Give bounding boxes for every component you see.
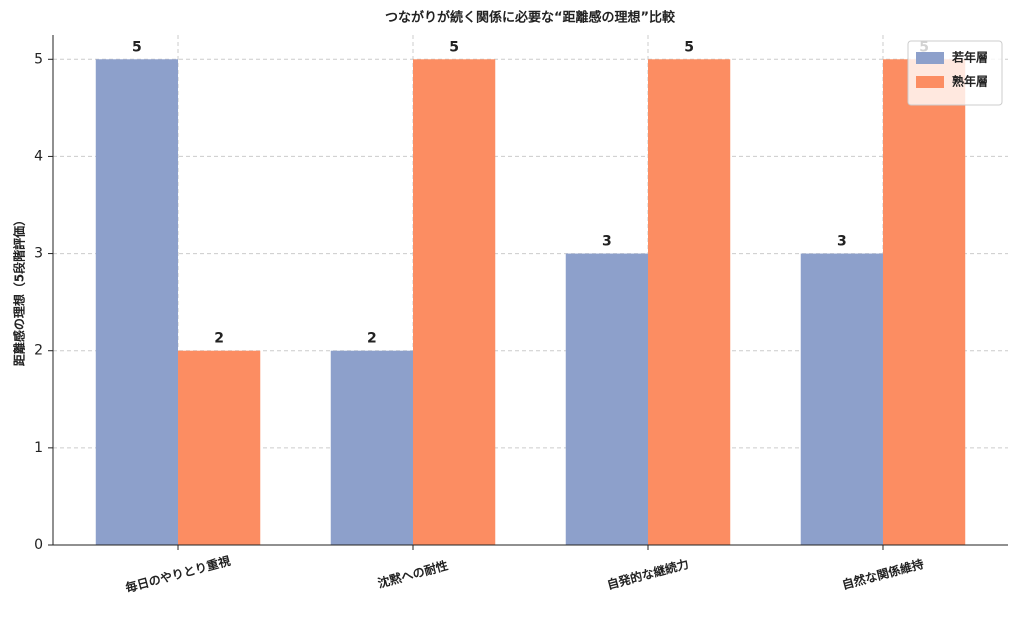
data-label: 5: [684, 39, 694, 55]
y-tick-label: 3: [34, 246, 43, 262]
y-tick-label: 5: [34, 51, 43, 67]
y-tick-label: 0: [34, 537, 43, 553]
bar: [565, 253, 648, 546]
bar: [95, 59, 179, 546]
legend-swatch: [916, 52, 944, 64]
bar: [800, 253, 883, 546]
data-label: 2: [367, 331, 377, 347]
x-tick-label: 沈黙への耐性: [376, 557, 449, 590]
data-label: 5: [449, 39, 459, 55]
bar: [178, 350, 261, 545]
legend-label: 熟年層: [952, 74, 988, 89]
data-label: 3: [602, 234, 612, 250]
chart-title: つながりが続く関係に必要な“距離感の理想”比較: [385, 10, 676, 26]
y-axis-label: 距離感の理想（5段階評価）: [12, 214, 27, 366]
y-tick-label: 2: [34, 343, 43, 359]
data-label: 3: [837, 234, 847, 250]
bar: [647, 59, 731, 546]
data-label: 5: [132, 39, 142, 55]
x-tick-label: 毎日のやりとり重視: [124, 553, 232, 595]
data-label: 2: [214, 331, 224, 347]
legend-label: 若年層: [951, 50, 988, 65]
legend-swatch: [916, 76, 944, 88]
y-tick-label: 4: [34, 148, 43, 164]
bar: [330, 350, 414, 545]
x-tick-label: 自発的な継続力: [605, 556, 690, 592]
y-tick-label: 1: [34, 440, 43, 456]
bar: [882, 59, 966, 546]
bar: [413, 59, 496, 546]
x-tick-label: 自然な関係維持: [840, 556, 925, 592]
